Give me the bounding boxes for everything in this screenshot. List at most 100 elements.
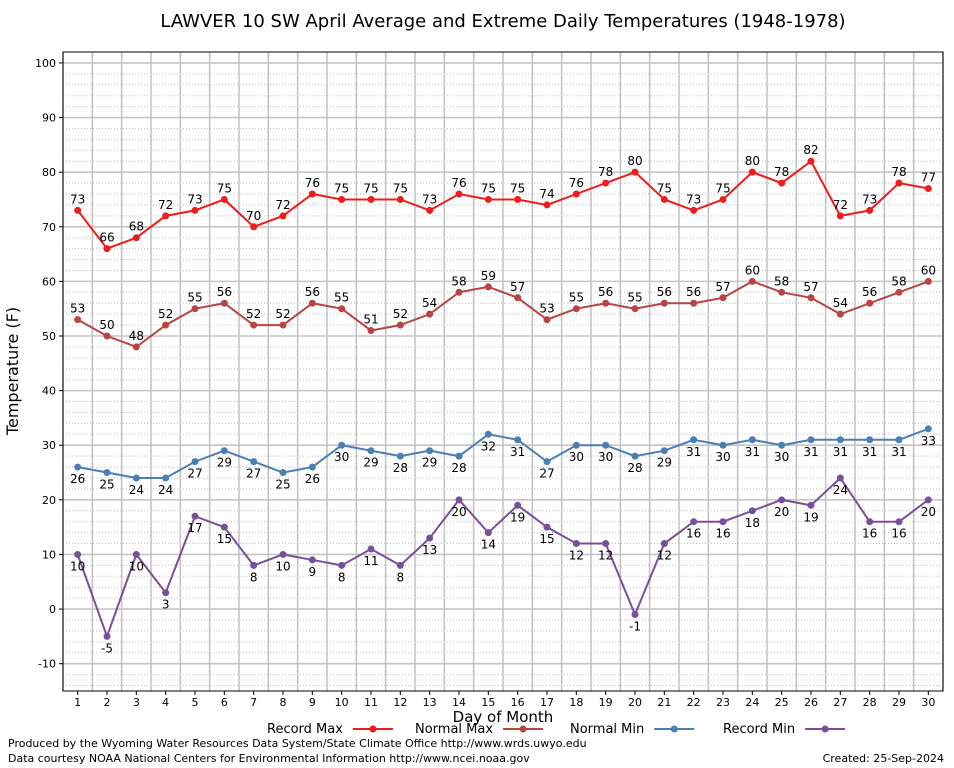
- y-tick-label: 60: [42, 275, 56, 288]
- data-label-record-max: 74: [539, 187, 554, 201]
- data-label-record-max: 75: [481, 181, 496, 195]
- data-label-normal-max: 56: [657, 285, 672, 299]
- data-label-record-max: 78: [891, 165, 906, 179]
- data-point-normal-max: [103, 332, 111, 340]
- data-label-record-max: 75: [217, 181, 232, 195]
- data-point-normal-min: [484, 430, 492, 438]
- data-label-normal-max: 52: [393, 307, 408, 321]
- x-tick-label: 12: [393, 696, 407, 709]
- data-label-record-min: 24: [833, 483, 848, 497]
- data-label-record-min: 16: [862, 527, 877, 541]
- y-tick-label: 100: [35, 57, 56, 70]
- x-tick-label: 17: [540, 696, 554, 709]
- y-tick-label: 40: [42, 385, 56, 398]
- data-label-normal-min: 24: [158, 483, 173, 497]
- legend-marker-normal-min: [670, 725, 678, 733]
- data-label-normal-max: 57: [510, 280, 525, 294]
- data-label-record-min: 8: [338, 570, 346, 584]
- data-point-normal-max: [690, 299, 698, 307]
- data-point-record-max: [866, 206, 874, 214]
- y-tick-label: 70: [42, 221, 56, 234]
- x-tick-label: 2: [104, 696, 111, 709]
- x-tick-label: 23: [716, 696, 730, 709]
- data-point-record-min: [807, 501, 815, 509]
- data-point-normal-max: [484, 283, 492, 291]
- data-label-normal-max: 53: [539, 302, 554, 316]
- data-label-record-min: 10: [275, 559, 290, 573]
- data-label-normal-max: 58: [451, 274, 466, 288]
- data-label-record-min: -1: [629, 620, 641, 634]
- data-label-normal-min: 29: [217, 456, 232, 470]
- data-point-normal-min: [220, 447, 228, 455]
- x-tick-label: 11: [364, 696, 378, 709]
- data-point-record-max: [836, 212, 844, 220]
- data-label-normal-min: 31: [862, 445, 877, 459]
- data-point-normal-min: [162, 474, 170, 482]
- data-label-record-max: 73: [187, 192, 202, 206]
- data-label-record-max: 75: [363, 181, 378, 195]
- data-label-record-max: 82: [803, 143, 818, 157]
- data-point-record-min: [279, 550, 287, 558]
- legend-label-normal-min: Normal Min: [570, 722, 644, 737]
- data-point-record-max: [396, 195, 404, 203]
- x-tick-label: 29: [892, 696, 906, 709]
- data-point-record-max: [484, 195, 492, 203]
- data-label-normal-max: 55: [569, 291, 584, 305]
- grid: [62, 51, 944, 691]
- data-point-record-max: [308, 190, 316, 198]
- data-point-normal-min: [191, 458, 199, 466]
- data-label-normal-min: 31: [745, 445, 760, 459]
- data-point-record-min: [484, 529, 492, 537]
- data-point-normal-max: [279, 321, 287, 329]
- data-label-record-max: 80: [745, 154, 760, 168]
- data-point-record-min: [367, 545, 375, 553]
- x-tick-label: 5: [192, 696, 199, 709]
- legend-label-normal-max: Normal Max: [415, 722, 493, 737]
- data-point-record-min: [778, 496, 786, 504]
- data-point-record-min: [308, 556, 316, 564]
- x-tick-label: 9: [309, 696, 316, 709]
- data-label-record-min: 8: [397, 570, 405, 584]
- data-point-normal-max: [367, 327, 375, 335]
- series-line-record-min: [76, 476, 929, 640]
- data-label-record-min: 20: [774, 505, 789, 519]
- x-tick-label: 19: [599, 696, 613, 709]
- series-line-normal-max: [77, 280, 929, 349]
- data-point-record-max: [279, 212, 287, 220]
- x-tick-label: 30: [921, 696, 935, 709]
- legend-label-record-max: Record Max: [267, 722, 343, 737]
- data-point-normal-min: [836, 436, 844, 444]
- data-label-normal-max: 56: [305, 285, 320, 299]
- data-point-record-min: [426, 534, 434, 542]
- data-point-normal-min: [250, 458, 258, 466]
- data-point-normal-min: [660, 447, 668, 455]
- y-axis: -10 0 10 20 30 40 50 60 70 80 90 100: [35, 57, 63, 671]
- footer-created-date: Created: 25-Sep-2024: [823, 752, 944, 765]
- x-tick-label: 16: [511, 696, 525, 709]
- data-point-record-min: [250, 561, 258, 569]
- data-point-record-min: [220, 523, 228, 531]
- data-label-record-min: 12: [657, 549, 672, 563]
- data-point-record-min: [866, 518, 874, 526]
- data-label-normal-max: 48: [129, 329, 144, 343]
- y-tick-label: 20: [42, 494, 56, 507]
- data-point-normal-max: [807, 294, 815, 302]
- y-tick-label: -10: [38, 658, 56, 671]
- data-point-record-max: [455, 190, 463, 198]
- data-label-normal-min: 32: [481, 439, 496, 453]
- data-point-record-min: [836, 474, 844, 482]
- data-label-record-min: 12: [569, 549, 584, 563]
- data-point-record-max: [602, 179, 610, 187]
- x-axis-label: Day of Month: [453, 708, 554, 726]
- data-point-record-min: [74, 550, 82, 558]
- data-point-normal-min: [396, 452, 404, 460]
- series-normal-min: 26 25 24 24 27 29 27 25 26 30 29 28 29 28 32 31 27 30 30 28…: [70, 425, 936, 497]
- data-point-normal-max: [748, 277, 756, 285]
- data-point-normal-min: [74, 463, 82, 471]
- data-point-normal-max: [426, 310, 434, 318]
- x-tick-label: 3: [133, 696, 140, 709]
- data-label-record-min: 19: [510, 510, 525, 524]
- series-record-min: 10 -5 10 3 17 15 8 10 9 8 11 8 13 20 14 19 15 12 12 -1 12 16 1…: [70, 474, 936, 655]
- data-label-normal-max: 60: [921, 263, 936, 277]
